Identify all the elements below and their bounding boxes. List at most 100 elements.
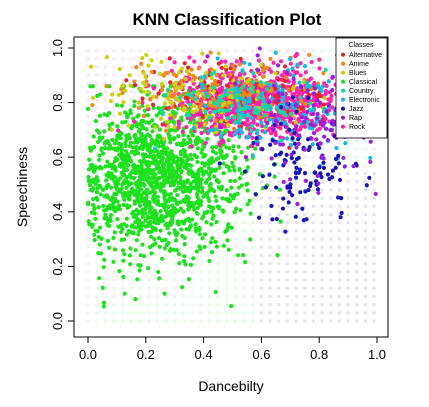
data-point [162, 101, 167, 106]
data-point [176, 221, 181, 227]
data-point [234, 59, 239, 64]
data-point [320, 84, 325, 89]
data-point [237, 127, 243, 132]
data-point [292, 160, 297, 165]
data-point [216, 102, 221, 108]
region-cell [337, 172, 341, 176]
data-point [144, 176, 150, 181]
data-point [133, 220, 138, 225]
data-point [119, 237, 124, 242]
data-point [209, 250, 215, 255]
region-cell [199, 286, 203, 290]
region-cell [225, 286, 229, 290]
region-cell [112, 57, 116, 61]
data-point [236, 89, 241, 94]
region-cell [268, 311, 272, 315]
region-cell [138, 81, 142, 85]
region-cell [190, 122, 194, 126]
region-cell [355, 237, 359, 241]
data-point [200, 216, 205, 221]
region-cell [303, 319, 307, 323]
data-point [296, 155, 301, 161]
data-point [168, 140, 173, 145]
region-cell [207, 229, 211, 233]
region-cell [225, 245, 229, 249]
data-point [272, 174, 277, 179]
region-cell [121, 98, 125, 102]
data-point [245, 202, 250, 207]
region-cell [346, 311, 350, 315]
legend: Classes AlternativeAnimeBluesClassicalCo… [335, 37, 388, 139]
region-cell [233, 213, 237, 217]
legend-swatch [340, 97, 346, 102]
data-point [96, 165, 102, 170]
data-point [224, 83, 229, 88]
region-cell [311, 319, 315, 323]
data-point [279, 138, 284, 143]
data-point [278, 110, 283, 115]
data-point [163, 92, 168, 98]
data-point [273, 50, 278, 55]
region-cell [355, 286, 359, 290]
data-point [249, 123, 255, 128]
data-point [107, 204, 112, 209]
region-cell [173, 163, 177, 167]
region-cell [164, 49, 168, 53]
data-point [137, 187, 143, 193]
region-cell [303, 155, 307, 159]
data-point [127, 73, 132, 78]
data-point [314, 128, 320, 133]
data-point [172, 114, 177, 119]
data-point [225, 238, 230, 243]
data-point [187, 225, 193, 230]
region-cell [259, 73, 263, 77]
data-point [194, 108, 199, 113]
data-point [305, 109, 310, 115]
data-point [305, 88, 310, 93]
data-point [189, 130, 194, 135]
region-cell [112, 106, 116, 110]
data-point [231, 126, 237, 131]
data-point [103, 212, 108, 217]
data-point [136, 100, 142, 105]
data-point [167, 133, 172, 138]
region-cell [311, 188, 315, 192]
region-cell [233, 57, 237, 61]
x-tick-label: 0.4 [195, 347, 213, 362]
region-cell [86, 139, 90, 143]
region-cell [329, 221, 333, 225]
data-point [239, 149, 244, 155]
region-cell [216, 262, 220, 266]
region-cell [95, 204, 99, 208]
data-point [238, 96, 243, 101]
data-point [271, 60, 276, 65]
data-point [141, 70, 146, 75]
region-cell [372, 204, 376, 208]
region-cell [329, 270, 333, 274]
data-point [254, 136, 259, 141]
region-cell [129, 294, 133, 298]
data-point [213, 194, 218, 199]
region-cell [121, 81, 125, 85]
region-cell [103, 98, 107, 102]
data-point [167, 248, 173, 253]
region-cell [303, 204, 307, 208]
data-point [229, 103, 235, 109]
data-point [165, 87, 171, 92]
data-point [124, 78, 129, 83]
data-point [137, 228, 142, 233]
region-cell [363, 213, 367, 217]
data-point [186, 113, 192, 118]
data-point [183, 95, 188, 101]
x-tick-label: 0.2 [137, 347, 155, 362]
data-point [322, 120, 327, 125]
data-point [208, 50, 213, 55]
data-point [221, 170, 226, 176]
region-cell [233, 303, 237, 307]
data-point [149, 58, 154, 63]
data-point [272, 122, 277, 128]
region-cell [155, 319, 159, 323]
data-point [242, 114, 247, 119]
data-point [197, 105, 202, 110]
region-cell [181, 229, 185, 233]
